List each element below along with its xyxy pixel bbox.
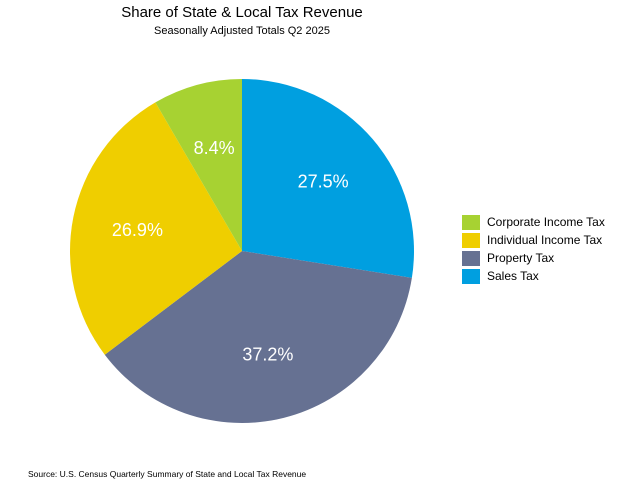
legend-item-sales-tax: Sales Tax [462, 267, 605, 285]
pie-slice-individual-income-tax [69, 102, 243, 355]
legend-swatch-sales-tax [462, 268, 480, 284]
pie-label-individual-income-tax: 26.9% [112, 220, 163, 240]
legend-item-corporate-income-tax: Corporate Income Tax [462, 213, 605, 231]
legend: Corporate Income Tax Individual Income T… [462, 213, 605, 285]
legend-item-property-tax: Property Tax [462, 249, 605, 267]
legend-swatch-property-tax [462, 250, 480, 266]
legend-label-corporate-income-tax: Corporate Income Tax [487, 215, 605, 229]
legend-label-sales-tax: Sales Tax [487, 269, 539, 283]
pie-label-property-tax: 37.2% [242, 344, 293, 364]
pie-slice-sales-tax [242, 79, 414, 278]
pie-label-sales-tax: 27.5% [298, 172, 349, 192]
pie-chart: 27.5% 37.2% 26.9% 8.4% [69, 79, 414, 424]
chart-title: Share of State & Local Tax Revenue [121, 4, 363, 21]
legend-item-individual-income-tax: Individual Income Tax [462, 231, 605, 249]
legend-swatch-individual-income-tax [462, 232, 480, 248]
pie-slice-corporate-income-tax [155, 79, 242, 251]
chart-subtitle: Seasonally Adjusted Totals Q2 2025 [154, 25, 330, 37]
legend-label-individual-income-tax: Individual Income Tax [487, 233, 603, 247]
legend-label-property-tax: Property Tax [487, 251, 555, 265]
pie-label-corporate-income-tax: 8.4% [194, 138, 235, 158]
source-note: Source: U.S. Census Quarterly Summary of… [28, 469, 307, 479]
legend-swatch-corporate-income-tax [462, 214, 480, 230]
pie-slice-property-tax [104, 251, 412, 424]
